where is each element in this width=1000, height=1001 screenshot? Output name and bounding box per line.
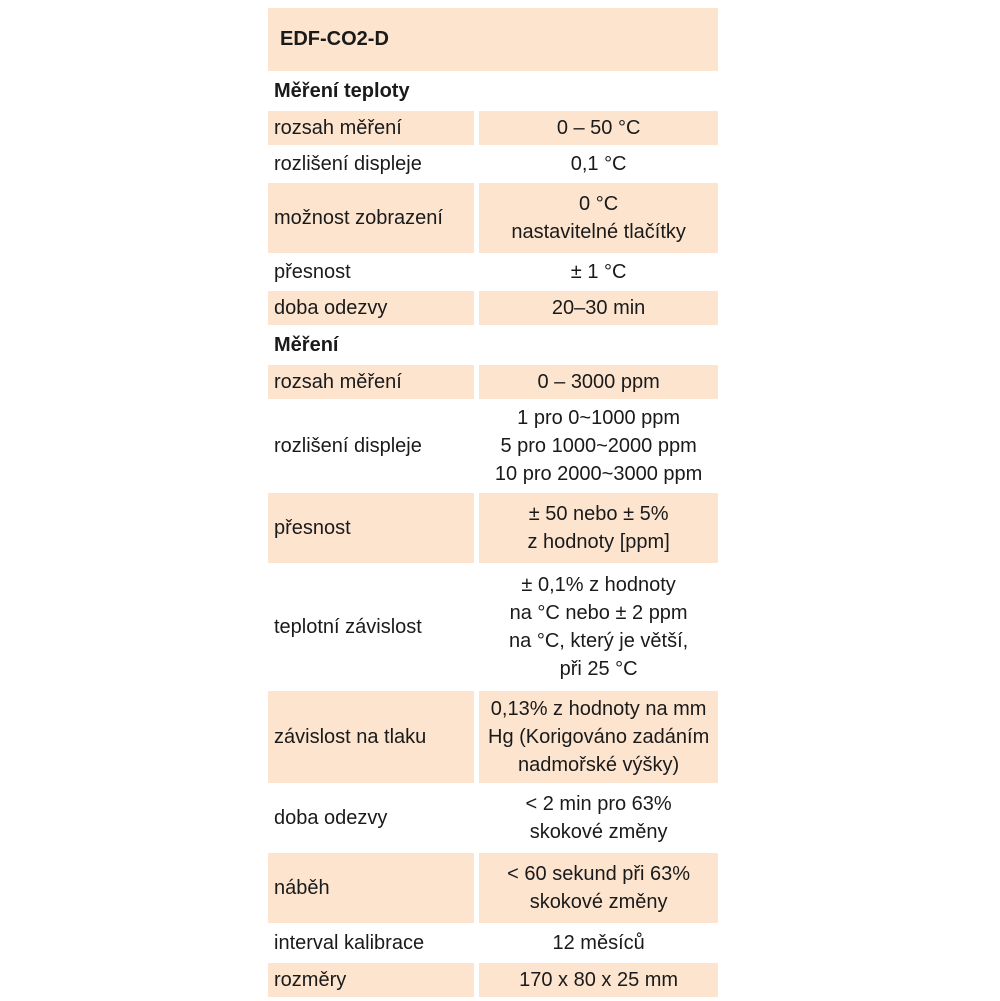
- row-label: náběh: [268, 853, 475, 923]
- table-row: přesnost ± 50 nebo ± 5% z hodnoty [ppm]: [268, 493, 718, 563]
- row-value: ± 0,1% z hodnoty na °C nebo ± 2 ppm na °…: [509, 574, 689, 680]
- row-label: interval kalibrace: [274, 931, 425, 954]
- table-row: rozsah měření 0 – 3000 ppm: [268, 365, 718, 399]
- table-row: náběh < 60 sekund při 63% skokové změny: [268, 853, 718, 923]
- table-row: rozměry 170 x 80 x 25 mm: [268, 963, 718, 997]
- row-value: < 60 sekund při 63% skokové změny: [479, 853, 718, 923]
- table-row: možnost zobrazení 0 °C nastavitelné tlač…: [268, 183, 718, 253]
- row-value: 1 pro 0~1000 ppm 5 pro 1000~2000 ppm 10 …: [494, 407, 703, 485]
- table-row: interval kalibrace 12 měsíců: [268, 927, 718, 959]
- row-label: možnost zobrazení: [268, 183, 475, 253]
- row-value: 20–30 min: [479, 291, 718, 325]
- row-value: 0 – 50 °C: [479, 111, 718, 145]
- table-title: EDF-CO2-D: [268, 8, 718, 71]
- row-value: 0 – 3000 ppm: [479, 365, 718, 399]
- section-heading-temperature: Měření teploty: [274, 79, 410, 102]
- row-value: 0,1 °C: [570, 153, 627, 175]
- table-row: doba odezvy < 2 min pro 63% skokové změn…: [268, 787, 718, 849]
- row-value: ± 1 °C: [570, 261, 627, 283]
- row-label: doba odezvy: [268, 291, 475, 325]
- row-value: < 2 min pro 63% skokové změny: [525, 793, 672, 843]
- table-row: rozlišení displeje 1 pro 0~1000 ppm 5 pr…: [268, 403, 718, 489]
- table-row: závislost na tlaku 0,13% z hodnoty na mm…: [268, 691, 718, 783]
- spec-table: EDF-CO2-D Měření teploty rozsah měření 0…: [268, 8, 718, 1001]
- row-label: teplotní závislost: [274, 615, 422, 638]
- table-row: rozlišení displeje 0,1 °C: [268, 149, 718, 179]
- row-label: rozsah měření: [268, 365, 475, 399]
- row-label: přesnost: [268, 493, 475, 563]
- row-label: rozměry: [268, 963, 475, 997]
- row-value: ± 50 nebo ± 5% z hodnoty [ppm]: [479, 493, 718, 563]
- table-row: přesnost ± 1 °C: [268, 257, 718, 287]
- table-row: teplotní závislost ± 0,1% z hodnoty na °…: [268, 567, 718, 687]
- row-label: přesnost: [274, 260, 351, 283]
- table-row: doba odezvy 20–30 min: [268, 291, 718, 325]
- row-value: 170 x 80 x 25 mm: [479, 963, 718, 997]
- row-label: rozlišení displeje: [274, 152, 422, 175]
- row-label: doba odezvy: [274, 806, 388, 829]
- row-label: rozlišení displeje: [274, 434, 422, 457]
- row-label: rozsah měření: [268, 111, 475, 145]
- table-row: rozsah měření 0 – 50 °C: [268, 111, 718, 145]
- section-heading-measurement: Měření: [274, 333, 339, 356]
- row-value: 12 měsíců: [552, 932, 645, 954]
- row-label: závislost na tlaku: [268, 691, 475, 783]
- row-value: 0 °C nastavitelné tlačítky: [479, 183, 718, 253]
- row-value: 0,13% z hodnoty na mm Hg (Korigováno zad…: [479, 691, 718, 783]
